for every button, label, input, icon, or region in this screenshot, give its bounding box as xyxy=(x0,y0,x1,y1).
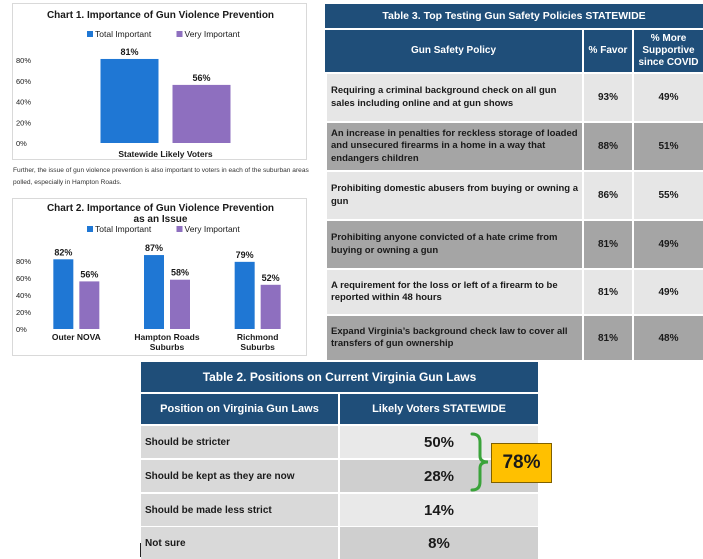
chart-title-line1: Chart 2. Importance of Gun Violence Prev… xyxy=(47,203,274,214)
header-supportive: % More Supportive since COVID xyxy=(634,30,703,72)
data-label: 56% xyxy=(192,73,210,83)
favor-cell: 88% xyxy=(584,123,632,170)
table-3-title: Table 3. Top Testing Gun Safety Policies… xyxy=(325,4,703,28)
table-row: A requirement for the loss or left of a … xyxy=(325,270,703,314)
header-supportive-line1: % More xyxy=(650,33,687,44)
supportive-cell: 49% xyxy=(634,270,703,314)
y-tick-label: 0% xyxy=(16,325,27,334)
policy-cell: Requiring a criminal background check on… xyxy=(327,74,582,121)
policy-cell: Prohibiting anyone convicted of a hate c… xyxy=(327,221,582,268)
bar xyxy=(100,58,159,143)
y-tick-label: 60% xyxy=(16,77,31,86)
position-value: 14% xyxy=(340,494,538,526)
bar xyxy=(260,284,281,329)
legend-swatch xyxy=(176,226,183,232)
bar xyxy=(79,281,100,329)
favor-cell: 81% xyxy=(584,270,632,314)
data-label: 58% xyxy=(171,268,189,278)
favor-cell: 86% xyxy=(584,172,632,219)
header-policy: Gun Safety Policy xyxy=(325,30,582,72)
table-row: Expand Virginia’s background check law t… xyxy=(325,316,703,360)
bracket-icon xyxy=(470,432,489,492)
data-label: 82% xyxy=(54,247,72,257)
header-position: Position on Virginia Gun Laws xyxy=(141,394,338,424)
table-2: Table 2. Positions on Current Virginia G… xyxy=(141,362,541,559)
bar xyxy=(172,84,231,143)
bar xyxy=(170,279,190,329)
body-text: Further, the issue of gun violence preve… xyxy=(13,167,309,186)
header-supportive-line2: Supportive xyxy=(642,45,695,56)
y-tick-label: 80% xyxy=(16,56,31,65)
supportive-cell: 51% xyxy=(634,123,703,170)
table-row: Prohibiting anyone convicted of a hate c… xyxy=(325,221,703,268)
favor-cell: 93% xyxy=(584,74,632,121)
legend-swatch xyxy=(87,226,93,232)
y-tick-label: 80% xyxy=(16,257,31,266)
table-row: An increase in penalties for reckless st… xyxy=(325,123,703,170)
chart-title: Chart 1. Importance of Gun Violence Prev… xyxy=(47,10,274,21)
position-label: Should be stricter xyxy=(141,426,338,458)
data-label: 56% xyxy=(80,269,98,279)
table-2-title: Table 2. Positions on Current Virginia G… xyxy=(141,362,538,392)
policy-cell: An increase in penalties for reckless st… xyxy=(327,123,582,170)
legend-label: Total Important xyxy=(95,224,152,234)
supportive-cell: 49% xyxy=(634,221,703,268)
position-label: Not sure xyxy=(141,527,338,559)
bar xyxy=(144,255,164,329)
data-label: 52% xyxy=(262,273,280,283)
legend-label: Very Important xyxy=(185,224,241,234)
category-label: Richmond xyxy=(237,332,279,342)
y-tick-label: 40% xyxy=(16,98,31,107)
category-label: Suburbs xyxy=(240,342,275,352)
header-favor: % Favor xyxy=(584,30,632,72)
chart-1-plot: Chart 1. Importance of Gun Violence Prev… xyxy=(16,10,274,159)
bar xyxy=(234,261,255,329)
bar xyxy=(53,259,74,329)
legend-label: Very Important xyxy=(185,29,241,39)
y-tick-label: 20% xyxy=(16,308,31,317)
data-label: 81% xyxy=(120,47,138,57)
supportive-cell: 48% xyxy=(634,316,703,360)
header-supportive-line3: since COVID xyxy=(638,57,699,68)
position-value: 8% xyxy=(340,527,538,559)
table-row: Requiring a criminal background check on… xyxy=(325,74,703,121)
legend-swatch xyxy=(176,31,183,37)
y-tick-label: 20% xyxy=(16,118,31,127)
legend-label: Total Important xyxy=(95,29,152,39)
favor-cell: 81% xyxy=(584,221,632,268)
position-label: Should be made less strict xyxy=(141,494,338,526)
table-3: Table 3. Top Testing Gun Safety Policies… xyxy=(325,4,703,360)
category-label: Suburbs xyxy=(150,342,185,352)
combined-total-badge: 78% xyxy=(491,443,552,483)
policy-cell: Prohibiting domestic abusers from buying… xyxy=(327,172,582,219)
table-row: Prohibiting domestic abusers from buying… xyxy=(325,172,703,219)
supportive-cell: 49% xyxy=(634,74,703,121)
favor-cell: 81% xyxy=(584,316,632,360)
chart-2-plot: Chart 2. Importance of Gun Violence Prev… xyxy=(16,203,281,352)
header-likely-voters: Likely Voters STATEWIDE xyxy=(340,394,538,424)
data-label: 87% xyxy=(145,243,163,253)
legend-swatch xyxy=(87,31,93,37)
policy-cell: A requirement for the loss or left of a … xyxy=(327,270,582,314)
category-label: Hampton Roads xyxy=(134,332,199,342)
text-cursor xyxy=(140,543,141,557)
policy-cell: Expand Virginia’s background check law t… xyxy=(327,316,582,360)
y-tick-label: 0% xyxy=(16,139,27,148)
chart-2: Chart 2. Importance of Gun Violence Prev… xyxy=(12,198,307,356)
category-label: Statewide Likely Voters xyxy=(118,149,213,159)
chart-title-line2: as an Issue xyxy=(134,214,188,225)
category-label: Outer NOVA xyxy=(52,332,101,342)
data-label: 79% xyxy=(236,250,254,260)
position-label: Should be kept as they are now xyxy=(141,460,338,492)
y-tick-label: 60% xyxy=(16,274,31,283)
y-tick-label: 40% xyxy=(16,291,31,300)
supportive-cell: 55% xyxy=(634,172,703,219)
chart-1: Chart 1. Importance of Gun Violence Prev… xyxy=(12,3,307,160)
